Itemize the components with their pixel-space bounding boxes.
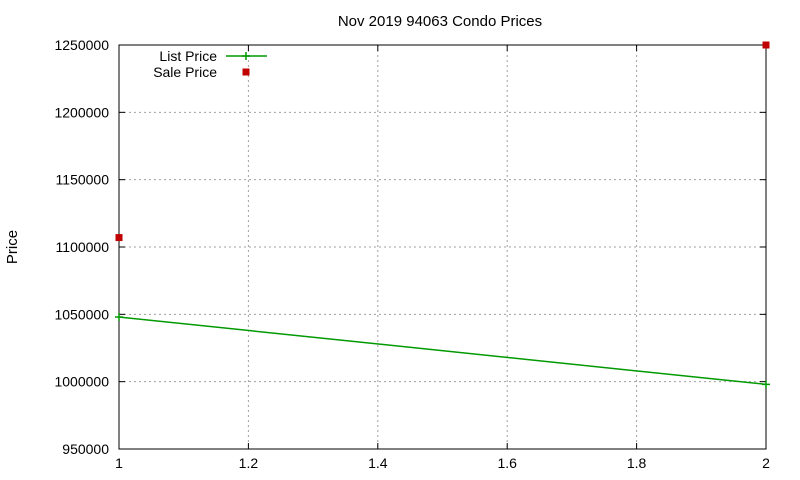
x-tick-label: 1.6: [497, 455, 517, 471]
y-tick-label: 1100000: [56, 239, 110, 255]
data-point: [115, 234, 123, 242]
grid: [119, 45, 766, 449]
legend-marker: [242, 68, 250, 76]
y-tick-label: 1200000: [54, 104, 109, 120]
legend-label: Sale Price: [153, 64, 217, 80]
x-tick-label: 1.2: [239, 455, 259, 471]
legend-label: List Price: [159, 48, 217, 64]
x-tick-label: 2: [762, 455, 770, 471]
data-point: [762, 41, 770, 49]
chart-title: Nov 2019 94063 Condo Prices: [338, 13, 542, 30]
data-point: [115, 313, 123, 322]
y-tick-label: 1000000: [54, 374, 109, 390]
series-layer: [115, 41, 770, 389]
legend-marker: [242, 52, 250, 60]
y-tick-label: 1150000: [56, 172, 110, 188]
x-tick-label: 1: [115, 455, 123, 471]
series-line: [118, 316, 767, 386]
plot-frame: [118, 44, 767, 450]
series-sale-price: [115, 41, 770, 242]
series-list-price: [115, 313, 770, 389]
x-tick-label: 1.8: [627, 455, 647, 471]
axis-ticks: 1 1.2 1.4 1.6 1.8 2 950000 1000000 1050000 110000…: [54, 37, 770, 471]
y-axis-label: Price: [4, 230, 21, 264]
y-tick-label: 1250000: [54, 37, 109, 53]
data-point: [762, 380, 770, 389]
x-tick-label: 1.4: [368, 455, 388, 471]
y-tick-label: 950000: [62, 441, 109, 457]
y-tick-label: 1050000: [54, 306, 109, 322]
